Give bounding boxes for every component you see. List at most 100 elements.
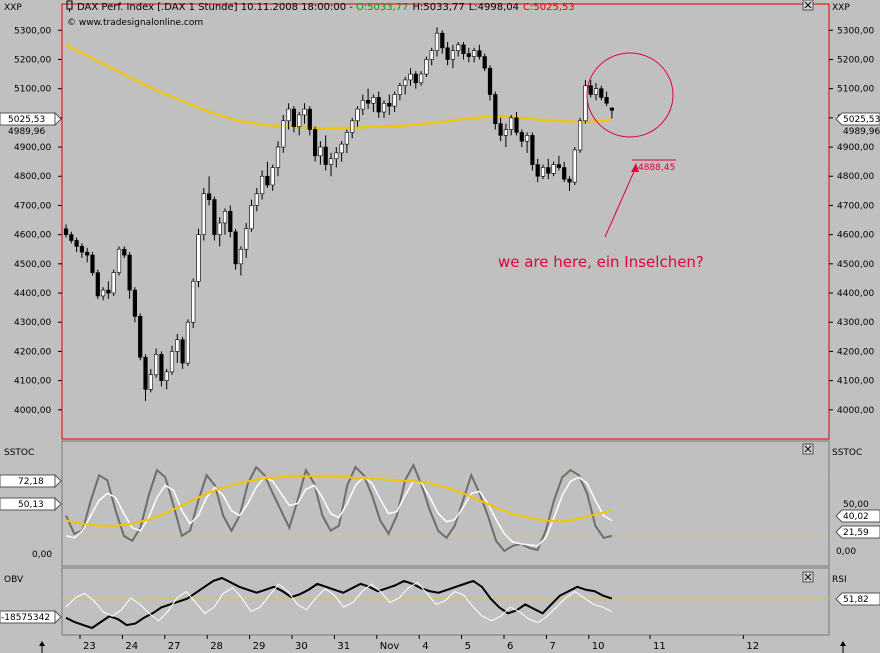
y-tick-label-left: 5300,00 bbox=[14, 26, 51, 36]
candle-body bbox=[334, 152, 339, 160]
sma-label-left: 4989,96 bbox=[8, 127, 45, 137]
x-tick-label: 4 bbox=[422, 641, 428, 652]
candle-body bbox=[440, 32, 445, 49]
y-tick-label-left: 5200,00 bbox=[14, 55, 51, 65]
candle-body bbox=[191, 281, 196, 323]
open-value: O:5033,77 bbox=[356, 2, 408, 13]
last-price-label-left: 5025,53 bbox=[8, 115, 45, 125]
candle-body bbox=[593, 88, 599, 95]
x-tick-label: Nov bbox=[380, 641, 400, 652]
candle-body bbox=[413, 73, 418, 84]
candle-body bbox=[567, 178, 572, 183]
y-tick-label-right: 4100,00 bbox=[837, 377, 874, 387]
candle-body bbox=[159, 354, 164, 381]
candle-body bbox=[122, 248, 127, 256]
candle-body bbox=[207, 193, 212, 200]
rsi-close-icon[interactable] bbox=[802, 571, 814, 583]
sma-layer bbox=[65, 43, 612, 130]
y-tick-label-left: 4000,00 bbox=[14, 406, 51, 416]
candle-body bbox=[503, 129, 509, 136]
candle-body bbox=[154, 354, 159, 376]
candle-body bbox=[392, 94, 397, 107]
candle-body bbox=[185, 321, 191, 364]
candle-body bbox=[143, 356, 148, 390]
candle-body bbox=[328, 158, 334, 165]
candle-body bbox=[201, 193, 206, 235]
candle-body bbox=[371, 97, 376, 104]
candle-body bbox=[434, 32, 440, 52]
candle-body bbox=[456, 44, 461, 52]
x-tick-label: 29 bbox=[253, 641, 266, 652]
stoch-badge-top-text: 72,18 bbox=[18, 477, 44, 487]
close-icon[interactable] bbox=[802, 0, 814, 11]
obv-badge-text: -18575342 bbox=[1, 613, 50, 623]
candle-body bbox=[360, 100, 365, 110]
x-tick-label: 31 bbox=[337, 641, 350, 652]
stoch-signal-line bbox=[65, 475, 613, 527]
candle-body bbox=[79, 246, 84, 253]
candle-body bbox=[95, 272, 100, 297]
candle-body bbox=[344, 132, 350, 145]
candle-body bbox=[408, 73, 413, 81]
candle-series bbox=[63, 27, 614, 402]
y-tick-label-left: 4700,00 bbox=[14, 201, 51, 211]
y-tick-label-left: 4500,00 bbox=[14, 260, 51, 270]
candle-body bbox=[281, 120, 286, 148]
candle-body bbox=[471, 50, 477, 57]
candle-body bbox=[583, 85, 588, 122]
y-tick-label-left: 4900,00 bbox=[14, 143, 51, 153]
candle-body bbox=[350, 120, 355, 133]
candle-body bbox=[588, 85, 593, 95]
x-tick-label: 10 bbox=[592, 641, 605, 652]
candle-body bbox=[106, 289, 111, 294]
candle-body bbox=[577, 120, 583, 151]
candle-body bbox=[116, 248, 122, 273]
close-value: C:5025,53 bbox=[523, 2, 575, 13]
candle-body bbox=[487, 67, 493, 95]
x-tick-label: 11 bbox=[653, 641, 666, 652]
y-tick-label-right: 4300,00 bbox=[837, 318, 874, 328]
candle-body bbox=[387, 102, 392, 107]
candle-body bbox=[74, 240, 79, 247]
candle-body bbox=[397, 85, 403, 95]
candle-body bbox=[270, 167, 275, 186]
candle-body bbox=[265, 175, 270, 186]
candle-body bbox=[461, 44, 466, 54]
candle-body bbox=[196, 234, 201, 282]
x-tick-label: 24 bbox=[125, 641, 138, 652]
y-tick-label-left: 5100,00 bbox=[14, 85, 51, 95]
stoch-badge-top: 72,18 bbox=[0, 473, 62, 489]
candle-body bbox=[85, 251, 90, 256]
scroll-right-arrow-icon[interactable] bbox=[840, 641, 846, 653]
last-price-badge-right: 5025,53 bbox=[835, 112, 880, 126]
x-tick-label: 30 bbox=[295, 641, 308, 652]
y-tick-label-right: 4600,00 bbox=[837, 231, 874, 241]
candle-body bbox=[519, 132, 524, 142]
candle-body bbox=[217, 222, 222, 235]
candle-body bbox=[132, 289, 138, 317]
y-tick-label-left: 4600,00 bbox=[14, 231, 51, 241]
credit-text: © www.tradesignalonline.com bbox=[67, 18, 203, 28]
y-tick-label-left: 4800,00 bbox=[14, 172, 51, 182]
y-tick-label-right: 4000,00 bbox=[837, 406, 874, 416]
candle-body bbox=[403, 79, 408, 87]
pin-icon[interactable] bbox=[66, 0, 73, 12]
stoch-close-icon[interactable] bbox=[802, 443, 814, 455]
y-tick-label-right: 4200,00 bbox=[837, 347, 874, 357]
candle-body bbox=[429, 50, 434, 60]
stoch-right-badge-2: 21,59 bbox=[835, 525, 880, 539]
x-tick-label: 6 bbox=[507, 641, 513, 652]
stoch-light-line bbox=[65, 476, 613, 547]
candle-body bbox=[244, 228, 249, 250]
chart-title: DAX Perf. Index [.DAX 1 Stunde] 10.11.20… bbox=[77, 2, 575, 13]
rsi-panel bbox=[61, 567, 830, 636]
stoch-right-tick-50: 50,00 bbox=[843, 500, 869, 510]
annotation-arrow bbox=[604, 166, 637, 238]
obv-badge: -18575342 bbox=[0, 609, 62, 625]
scroll-left-arrow-icon[interactable] bbox=[39, 641, 45, 653]
candle-body bbox=[63, 228, 69, 235]
stoch-left-tick: 0,00 bbox=[32, 550, 52, 560]
low-value: L:4998,04 bbox=[469, 2, 519, 13]
main-tag-left: XXP bbox=[4, 3, 22, 13]
candle-body bbox=[339, 143, 344, 154]
